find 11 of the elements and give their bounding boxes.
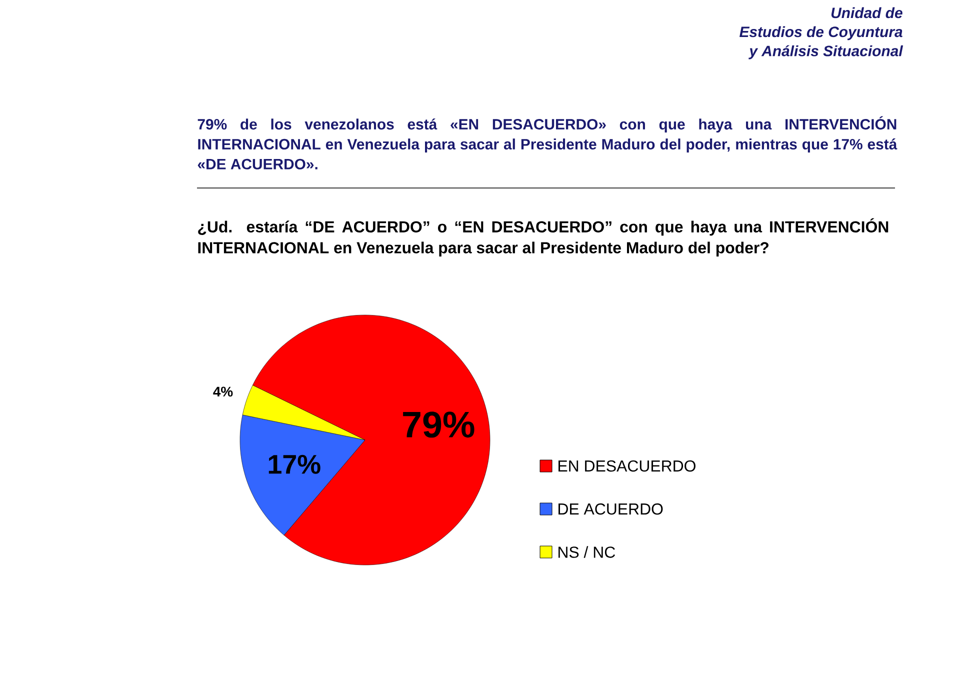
data-label: 79% <box>403 412 474 438</box>
text: Estudios de Coyuntura <box>740 26 902 40</box>
legend-label: DE ACUERDO <box>558 503 663 515</box>
legend-label: EN DESACUERDO <box>558 460 696 472</box>
chart-subtitle: ¿Ud. estaría “DE ACUERDO” o “EN DESACUERDO” con que haya una INTERVENCIÓN INTERNACIONAL en Venezuela para sacar al Presidente Maduro del poder? <box>198 218 888 257</box>
legend-label: NS / NC <box>558 546 616 558</box>
text: Unidad de <box>831 7 902 18</box>
text: y Análisis Situacional <box>748 45 904 60</box>
data-label: 17% <box>268 454 320 474</box>
chart-title: 79% de los venezolanos está «EN DESACUERDO» con que haya una INTERVENCIÓN INTERNACIONAL en Venezuela para sacar al Presidente Maduro del poder, mientras que 17% está «DE ACUERDO». <box>198 116 898 170</box>
data-label: 4% <box>213 386 233 397</box>
